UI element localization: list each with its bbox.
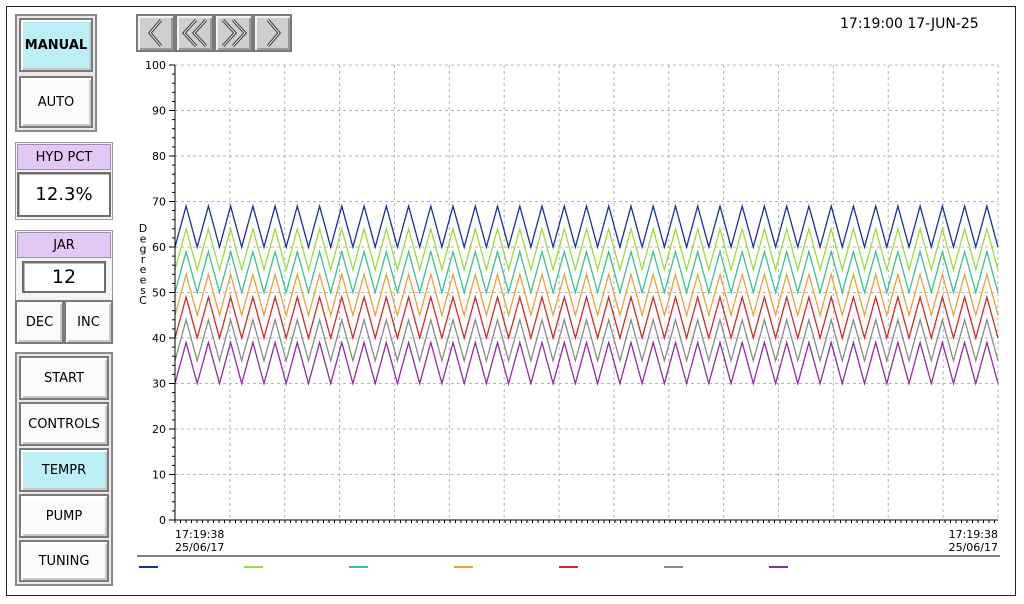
manual-button[interactable]: MANUAL (19, 18, 93, 72)
y-tick-label: 40 (152, 332, 166, 345)
prev-icon (147, 19, 162, 47)
series-line-1 (174, 203, 999, 250)
pump-button[interactable]: PUMP (19, 494, 109, 538)
fast-forward-button[interactable] (214, 14, 253, 52)
start-button[interactable]: START (19, 356, 109, 400)
hyd-pct-value: 12.3% (17, 172, 111, 217)
rewind-button[interactable] (175, 14, 214, 52)
series-line-5 (174, 294, 999, 341)
clock-display: 17:19:00 17-JUN-25 (840, 16, 979, 32)
y-axis-label-char: e (140, 274, 147, 287)
auto-button[interactable]: AUTO (19, 76, 93, 128)
y-tick-label: 10 (152, 469, 166, 482)
tuning-button[interactable]: TUNING (19, 540, 109, 582)
inc-button[interactable]: INC (64, 300, 113, 344)
y-tick-label: 20 (152, 423, 166, 436)
y-axis-label-char: C (139, 294, 147, 307)
x-tick-label: 17:19:38 (175, 528, 224, 541)
x-tick-label: 17:19:38 (949, 528, 998, 541)
y-tick-label: 70 (152, 196, 166, 209)
series-line-2 (174, 226, 999, 273)
y-axis-label-char: g (140, 243, 147, 256)
y-axis-label-char: e (140, 232, 147, 245)
jar-label: JAR (17, 232, 111, 258)
y-axis-label-char: r (141, 253, 146, 266)
y-axis-label-char: s (140, 284, 146, 297)
fast-forward-icon (221, 18, 247, 48)
rewind-icon (181, 18, 207, 48)
series-line-6 (174, 317, 999, 364)
y-tick-label: 80 (152, 150, 166, 163)
jar-value[interactable]: 12 (22, 261, 106, 293)
y-tick-label: 60 (152, 241, 166, 254)
y-tick-label: 30 (152, 378, 166, 391)
next-button[interactable] (253, 14, 292, 52)
dec-button[interactable]: DEC (15, 300, 64, 344)
hmi-frame (6, 6, 1016, 596)
tempr-button[interactable]: TEMPR (19, 448, 109, 492)
y-tick-label: 100 (145, 59, 166, 72)
series-line-4 (174, 271, 999, 318)
y-axis-label-char: e (140, 263, 147, 276)
y-tick-label: 50 (152, 287, 166, 300)
series-line-7 (174, 340, 999, 386)
series-line-3 (174, 249, 999, 295)
next-icon (266, 19, 281, 47)
y-tick-label: 90 (152, 105, 166, 118)
y-tick-label: 0 (159, 514, 166, 527)
hyd-pct-label: HYD PCT (17, 144, 111, 170)
prev-button[interactable] (136, 14, 175, 52)
x-tick-label: 25/06/17 (949, 541, 998, 554)
x-tick-label: 25/06/17 (175, 541, 224, 554)
controls-button[interactable]: CONTROLS (19, 402, 109, 446)
y-axis-label-char: D (139, 222, 147, 235)
